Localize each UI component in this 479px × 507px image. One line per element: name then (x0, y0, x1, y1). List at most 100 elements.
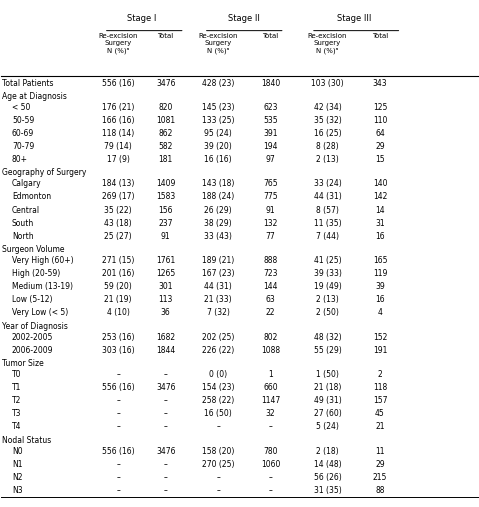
Text: 64: 64 (375, 129, 385, 138)
Text: 202 (25): 202 (25) (202, 333, 234, 342)
Text: 215: 215 (373, 473, 387, 482)
Text: Stage III: Stage III (337, 14, 371, 23)
Text: 1060: 1060 (261, 460, 280, 469)
Text: 303 (16): 303 (16) (102, 346, 135, 355)
Text: 26 (29): 26 (29) (204, 206, 232, 214)
Text: 33 (24): 33 (24) (314, 179, 342, 189)
Text: Stage II: Stage II (228, 14, 260, 23)
Text: 16 (25): 16 (25) (314, 129, 342, 138)
Text: 48 (32): 48 (32) (314, 333, 342, 342)
Text: –: – (116, 486, 120, 495)
Text: 103 (30): 103 (30) (311, 79, 344, 88)
Text: 29: 29 (375, 142, 385, 151)
Text: 39: 39 (375, 282, 385, 291)
Text: 2: 2 (377, 370, 382, 379)
Text: Geography of Surgery: Geography of Surgery (2, 168, 87, 177)
Text: 723: 723 (263, 269, 278, 278)
Text: 33 (43): 33 (43) (204, 232, 232, 241)
Text: –: – (164, 473, 168, 482)
Text: 145 (23): 145 (23) (202, 103, 234, 112)
Text: South: South (12, 219, 34, 228)
Text: 44 (31): 44 (31) (204, 282, 232, 291)
Text: 39 (20): 39 (20) (204, 142, 232, 151)
Text: 820: 820 (159, 103, 173, 112)
Text: 271 (15): 271 (15) (102, 256, 134, 265)
Text: 184 (13): 184 (13) (102, 179, 134, 189)
Text: 8 (28): 8 (28) (316, 142, 339, 151)
Text: 45: 45 (375, 409, 385, 418)
Text: 60-69: 60-69 (12, 129, 34, 138)
Text: 428 (23): 428 (23) (202, 79, 234, 88)
Text: 22: 22 (266, 308, 275, 317)
Text: 1844: 1844 (156, 346, 175, 355)
Text: 63: 63 (265, 296, 275, 304)
Text: 36: 36 (161, 308, 171, 317)
Text: 8 (57): 8 (57) (316, 206, 339, 214)
Text: 1583: 1583 (156, 193, 175, 201)
Text: 21: 21 (375, 422, 385, 431)
Text: 0 (0): 0 (0) (209, 370, 227, 379)
Text: 49 (31): 49 (31) (314, 396, 342, 405)
Text: 7 (32): 7 (32) (206, 308, 229, 317)
Text: 1147: 1147 (261, 396, 280, 405)
Text: 14: 14 (375, 206, 385, 214)
Text: 125: 125 (373, 103, 387, 112)
Text: T2: T2 (12, 396, 21, 405)
Text: 582: 582 (159, 142, 173, 151)
Text: –: – (116, 409, 120, 418)
Text: –: – (269, 422, 273, 431)
Text: 226 (22): 226 (22) (202, 346, 234, 355)
Text: 16: 16 (375, 296, 385, 304)
Text: –: – (116, 460, 120, 469)
Text: Calgary: Calgary (12, 179, 42, 189)
Text: Re-excision
Surgery
N (%)ᵃ: Re-excision Surgery N (%)ᵃ (198, 32, 238, 54)
Text: 269 (17): 269 (17) (102, 193, 134, 201)
Text: 253 (16): 253 (16) (102, 333, 134, 342)
Text: –: – (164, 422, 168, 431)
Text: 16 (16): 16 (16) (204, 155, 232, 164)
Text: 862: 862 (159, 129, 173, 138)
Text: 77: 77 (265, 232, 275, 241)
Text: 5 (24): 5 (24) (316, 422, 339, 431)
Text: Very Low (< 5): Very Low (< 5) (12, 308, 68, 317)
Text: 15: 15 (375, 155, 385, 164)
Text: 258 (22): 258 (22) (202, 396, 234, 405)
Text: 44 (31): 44 (31) (314, 193, 342, 201)
Text: 3476: 3476 (156, 447, 175, 456)
Text: Re-excision
Surgery
N (%)ᵃ: Re-excision Surgery N (%)ᵃ (308, 32, 347, 54)
Text: –: – (116, 396, 120, 405)
Text: N3: N3 (12, 486, 23, 495)
Text: 143 (18): 143 (18) (202, 179, 234, 189)
Text: 343: 343 (373, 79, 388, 88)
Text: T1: T1 (12, 383, 21, 392)
Text: 152: 152 (373, 333, 387, 342)
Text: N1: N1 (12, 460, 23, 469)
Text: 1265: 1265 (156, 269, 175, 278)
Text: 176 (21): 176 (21) (102, 103, 134, 112)
Text: 556 (16): 556 (16) (102, 447, 135, 456)
Text: 4 (10): 4 (10) (107, 308, 129, 317)
Text: 194: 194 (263, 142, 278, 151)
Text: N2: N2 (12, 473, 23, 482)
Text: 50-59: 50-59 (12, 116, 34, 125)
Text: –: – (216, 486, 220, 495)
Text: 189 (21): 189 (21) (202, 256, 234, 265)
Text: Re-excision
Surgery
N (%)ᵃ: Re-excision Surgery N (%)ᵃ (98, 32, 138, 54)
Text: 802: 802 (263, 333, 278, 342)
Text: Stage I: Stage I (127, 14, 157, 23)
Text: 556 (16): 556 (16) (102, 79, 135, 88)
Text: N0: N0 (12, 447, 23, 456)
Text: 775: 775 (263, 193, 278, 201)
Text: Age at Diagnosis: Age at Diagnosis (2, 92, 67, 101)
Text: 55 (29): 55 (29) (314, 346, 342, 355)
Text: 21 (19): 21 (19) (104, 296, 132, 304)
Text: 97: 97 (265, 155, 275, 164)
Text: 132: 132 (263, 219, 278, 228)
Text: 142: 142 (373, 193, 387, 201)
Text: 25 (27): 25 (27) (104, 232, 132, 241)
Text: 59 (20): 59 (20) (104, 282, 132, 291)
Text: 35 (32): 35 (32) (314, 116, 342, 125)
Text: 32: 32 (266, 409, 275, 418)
Text: 166 (16): 166 (16) (102, 116, 134, 125)
Text: 154 (23): 154 (23) (202, 383, 234, 392)
